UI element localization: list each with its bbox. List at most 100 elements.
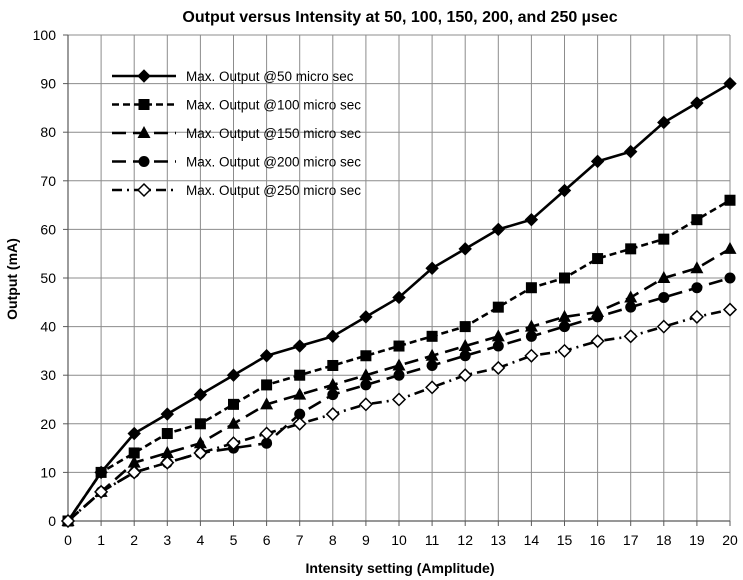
data-point <box>391 392 407 407</box>
x-tick-label: 9 <box>362 532 370 548</box>
data-point <box>557 183 572 198</box>
legend: Max. Output @50 micro sec Max. Output @10… <box>112 69 361 198</box>
data-point <box>491 329 505 342</box>
data-point <box>625 243 637 255</box>
x-tick-label: 17 <box>623 532 639 548</box>
x-tick-label: 0 <box>64 532 72 548</box>
data-point <box>292 339 307 353</box>
data-point <box>426 359 438 371</box>
data-point <box>393 369 405 381</box>
x-tick-label: 19 <box>689 532 705 548</box>
data-point <box>724 194 736 206</box>
data-point <box>691 214 703 226</box>
y-tick-label: 60 <box>40 221 56 237</box>
legend-entry-2: Max. Output @100 micro sec <box>112 98 361 113</box>
data-point <box>425 348 439 361</box>
data-point <box>425 380 440 395</box>
x-tick-label: 11 <box>425 532 440 548</box>
data-point <box>393 340 405 352</box>
data-point <box>228 398 239 410</box>
data-point <box>590 154 605 169</box>
x-tick-label: 15 <box>557 532 573 548</box>
data-point <box>293 387 307 400</box>
legend-entry-5: Max. Output @250 micro sec <box>112 182 361 198</box>
data-point <box>658 233 670 245</box>
data-point <box>259 426 274 441</box>
data-point <box>94 484 109 499</box>
y-tick-label: 100 <box>33 27 57 43</box>
y-tick-label: 50 <box>40 270 56 286</box>
x-axis-title: Intensity setting (Amplitude) <box>306 560 495 576</box>
legend-marker <box>137 69 151 83</box>
data-point <box>625 301 637 313</box>
data-point <box>392 358 406 371</box>
data-point <box>425 261 439 275</box>
data-point <box>426 330 438 342</box>
data-point <box>657 115 671 130</box>
data-point <box>226 368 241 382</box>
data-point <box>557 343 572 358</box>
data-point <box>226 436 241 451</box>
legend-entry-1: Max. Output @50 micro sec <box>112 69 354 84</box>
data-point <box>624 290 638 303</box>
x-tick-label: 8 <box>329 532 337 548</box>
data-point <box>592 311 604 323</box>
data-point <box>60 513 76 529</box>
data-point <box>294 408 306 420</box>
data-point <box>623 144 638 159</box>
data-point <box>623 329 638 344</box>
data-point <box>690 261 704 274</box>
data-point <box>358 397 373 412</box>
x-tick-label: 12 <box>457 532 473 548</box>
data-point <box>292 416 307 431</box>
series-group <box>60 76 738 529</box>
x-tick-label: 20 <box>722 532 738 548</box>
data-point <box>458 368 473 383</box>
y-tick-label: 10 <box>40 464 56 480</box>
legend-marker <box>138 156 150 167</box>
data-point <box>458 339 472 352</box>
y-tick-label: 40 <box>40 319 56 335</box>
series-line <box>66 199 731 522</box>
data-point <box>161 428 173 440</box>
x-tick-label: 16 <box>590 532 606 548</box>
y-tick-label: 70 <box>40 173 56 189</box>
y-tick-label: 30 <box>40 367 56 383</box>
data-point <box>524 348 539 363</box>
data-point <box>194 418 206 430</box>
data-point <box>326 377 340 390</box>
x-tick-label: 13 <box>491 532 507 548</box>
data-point <box>127 455 141 468</box>
data-point <box>723 241 737 254</box>
x-tick-label: 5 <box>230 532 238 548</box>
data-point <box>160 455 175 470</box>
legend-label: Max. Output @150 micro sec <box>186 126 361 141</box>
x-tick-label: 10 <box>391 532 407 548</box>
data-point <box>690 96 704 110</box>
data-point <box>559 272 570 284</box>
legend-entry-3: Max. Output @150 micro sec <box>112 126 361 141</box>
legend-marker <box>137 126 151 138</box>
data-point <box>325 407 340 422</box>
data-point <box>689 309 704 324</box>
data-point <box>492 340 504 352</box>
legend-label: Max. Output @250 micro sec <box>186 183 361 198</box>
data-point <box>95 466 107 478</box>
data-point <box>524 319 538 332</box>
data-point <box>327 359 339 371</box>
data-point <box>590 334 605 349</box>
legend-marker <box>138 99 150 110</box>
data-point <box>691 282 703 294</box>
data-point <box>491 222 506 237</box>
data-point <box>326 329 340 344</box>
data-point <box>658 291 670 303</box>
data-point <box>359 310 373 324</box>
data-point <box>360 350 372 362</box>
series-5 <box>60 302 738 529</box>
data-point <box>261 437 273 449</box>
data-point <box>128 447 140 459</box>
legend-marker <box>136 182 152 198</box>
data-point <box>492 301 504 313</box>
